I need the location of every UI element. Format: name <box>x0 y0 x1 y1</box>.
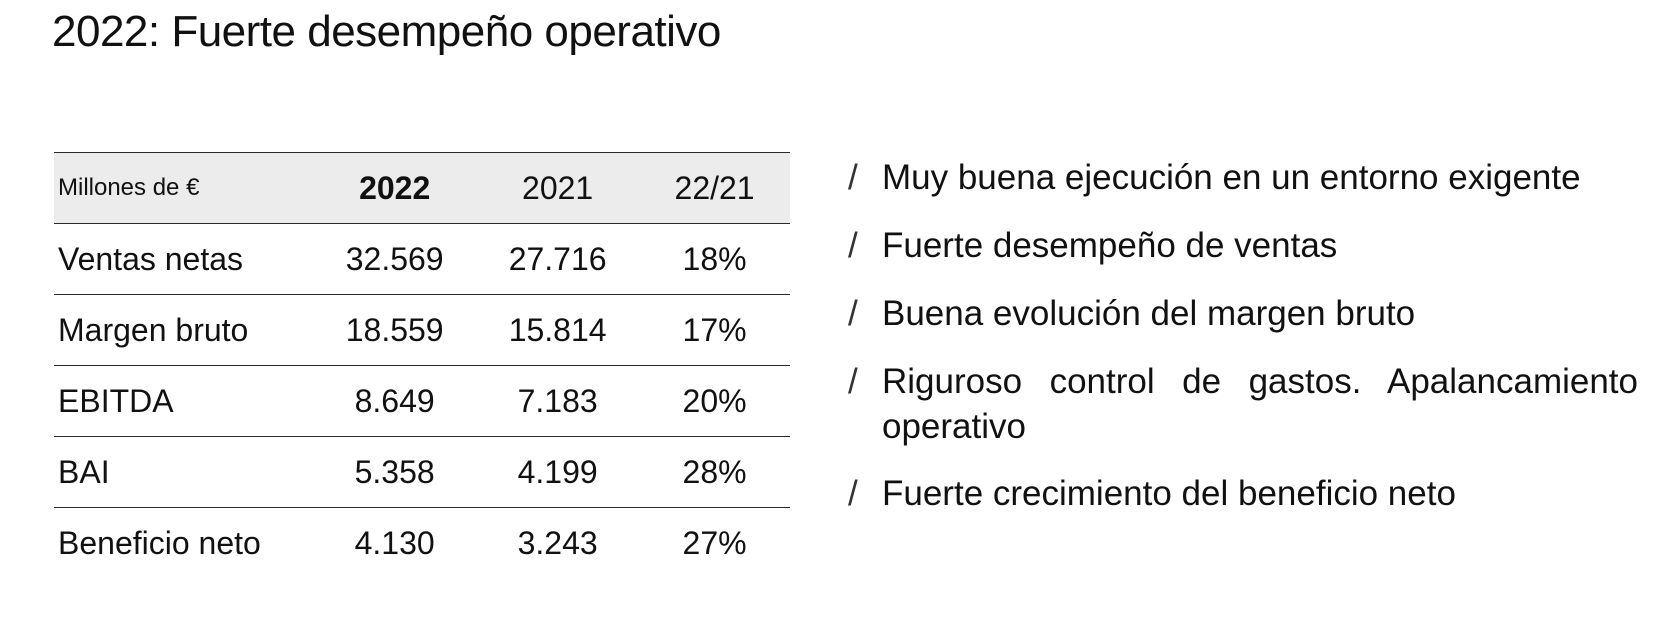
row-label: BAI <box>54 436 314 508</box>
row-label: EBITDA <box>54 365 314 437</box>
row-label: Ventas netas <box>54 223 314 295</box>
highlight-text: Buena evolución del margen bruto <box>882 294 1416 333</box>
table-row: Beneficio neto 4.130 3.243 27% <box>54 508 790 579</box>
table-row: BAI 5.358 4.199 28% <box>54 436 790 508</box>
value-2022: 32.569 <box>313 223 477 295</box>
value-2022: 5.358 <box>313 436 477 508</box>
page-title: 2022: Fuerte desempeño operativo <box>52 7 721 56</box>
highlight-text: Fuerte desempeño de ventas <box>882 226 1338 265</box>
value-variation: 27% <box>682 524 747 561</box>
financial-results-table: Millones de € 2022 2021 22/21 Ventas net… <box>54 152 790 578</box>
value-2021: 7.183 <box>476 365 640 437</box>
value-variation: 18% <box>639 223 790 295</box>
highlight-text: Muy buena ejecución en un entorno exigen… <box>882 158 1581 197</box>
value-2021: 4.199 <box>476 436 640 508</box>
table-row: EBITDA 8.649 7.183 20% <box>54 365 790 437</box>
highlight-text: Fuerte crecimiento del beneficio neto <box>882 474 1456 513</box>
list-item: / Fuerte desempeño de ventas <box>848 223 1638 268</box>
value-2021: 15.814 <box>476 294 640 366</box>
slash-bullet-icon: / <box>848 474 858 513</box>
list-item: / Buena evolución del margen bruto <box>848 291 1638 336</box>
highlight-text: Riguroso control de gastos. Apalancamien… <box>882 362 1638 446</box>
list-item: / Riguroso control de gastos. Apalancami… <box>848 359 1638 449</box>
header-units-label: Millones de € <box>54 152 314 224</box>
slash-bullet-icon: / <box>848 158 858 197</box>
slash-bullet-icon: / <box>848 226 858 265</box>
value-variation: 28% <box>639 436 790 508</box>
slash-bullet-icon: / <box>848 362 858 401</box>
row-label: Margen bruto <box>54 294 314 366</box>
value-2021: 27.716 <box>476 223 640 295</box>
header-year-2022: 2022 <box>313 152 477 224</box>
table-header-row: Millones de € 2022 2021 22/21 <box>54 152 790 224</box>
value-2022: 4.130 <box>354 524 435 561</box>
value-2022: 8.649 <box>313 365 477 437</box>
value-2022: 18.559 <box>313 294 477 366</box>
header-variation: 22/21 <box>639 152 790 224</box>
value-2021: 3.243 <box>517 524 598 561</box>
table-row: Margen bruto 18.559 15.814 17% <box>54 294 790 366</box>
table-row: Ventas netas 32.569 27.716 18% <box>54 223 790 295</box>
list-item: / Fuerte crecimiento del beneficio neto <box>848 471 1638 516</box>
slash-bullet-icon: / <box>848 294 858 333</box>
list-item: / Muy buena ejecución en un entorno exig… <box>848 155 1638 200</box>
highlights-list: / Muy buena ejecución en un entorno exig… <box>848 155 1638 539</box>
value-variation: 17% <box>639 294 790 366</box>
header-year-2021: 2021 <box>476 152 640 224</box>
value-variation: 20% <box>639 365 790 437</box>
row-label: Beneficio neto <box>58 524 261 561</box>
